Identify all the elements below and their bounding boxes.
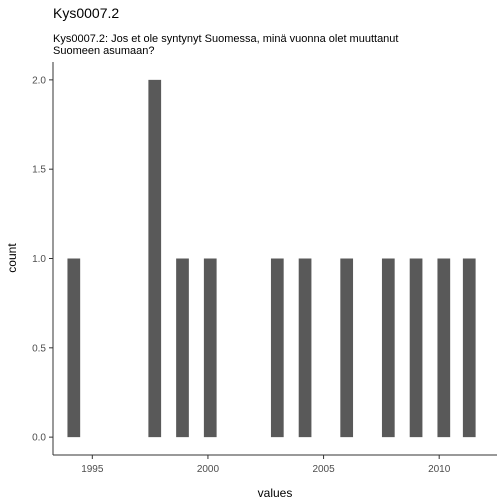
chart-subtitle: Kys0007.2: Jos et ole syntynyt Suomessa,… [53,33,493,57]
chart-subtitle-line-2: Suomeen asumaan? [53,45,155,57]
bar-1 [148,79,162,438]
bar-8 [409,258,423,438]
bar-10 [462,258,476,438]
y-tick-label: 0.0 [32,433,46,444]
bar-5 [298,258,312,438]
x-tick-label: 2005 [312,464,335,475]
x-axis-title: values [258,486,293,500]
bar-0 [67,258,81,438]
y-tick-label: 1.5 [32,165,46,176]
chart-title: Kys0007.2 [53,5,120,21]
y-tick-label: 1.0 [32,254,46,265]
x-tick-label: 2010 [428,464,451,475]
bar-4 [270,258,284,438]
bar-3 [203,258,217,438]
bars-group [67,79,476,438]
y-axis-title: count [5,243,19,273]
x-tick-label: 2000 [197,464,220,475]
bar-7 [381,258,395,438]
y-ticks-group: 0.0 0.5 1.0 1.5 2.0 [32,75,53,444]
bar-2 [176,258,189,438]
y-tick-label: 0.5 [32,343,46,354]
chart-subtitle-line-1: Kys0007.2: Jos et ole syntynyt Suomessa,… [53,33,399,45]
bar-6 [340,258,354,438]
bar-9 [437,258,451,438]
x-tick-label: 1995 [81,464,104,475]
y-tick-label: 2.0 [32,75,46,86]
x-ticks-group: 1995 2000 2005 2010 [81,455,451,475]
